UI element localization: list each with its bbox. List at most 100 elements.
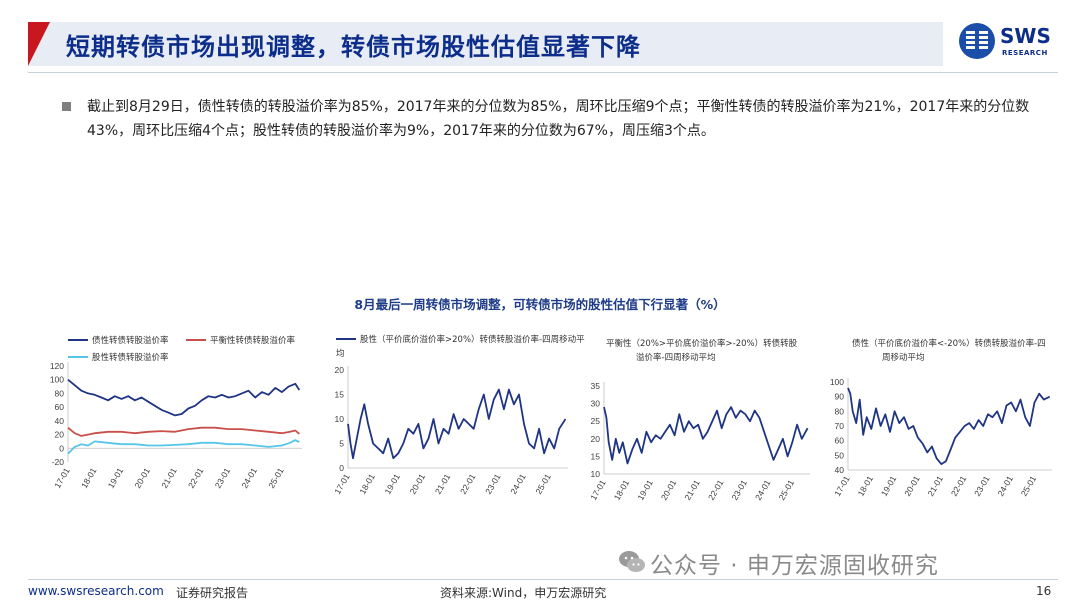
- series-line: [67, 439, 300, 455]
- x-tick-label: 21-01: [159, 466, 179, 490]
- watermark-text: 公众号 · 申万宏源固收研究: [650, 553, 939, 579]
- x-tick-label: 17-01: [832, 474, 852, 498]
- y-tick-label: 15: [335, 390, 345, 400]
- y-tick-label: 20: [591, 434, 601, 444]
- logo-subtext: RESEARCH: [1002, 49, 1048, 57]
- slide-header: 短期转债市场出现调整，转债市场股性估值显著下降 SWS RESEARCH: [0, 0, 1080, 78]
- legend-label: 平衡性（20%>平价底价溢价率>-20%）转债转股: [606, 338, 798, 349]
- x-tick-label: 21-01: [682, 478, 702, 502]
- y-tick-label: 0: [59, 443, 64, 453]
- x-tick-label: 22-01: [949, 474, 969, 498]
- x-tick-label: 21-01: [433, 472, 453, 496]
- y-tick-label: 5: [339, 439, 344, 449]
- y-tick-label: 90: [835, 392, 845, 402]
- chart-panel-debt: 40 50 60 70 80 90 100 17-01 18-01 19-01 20-01 21-01…: [822, 328, 1062, 508]
- x-tick-label: 24-01: [239, 466, 259, 490]
- y-tick-label: 70: [835, 421, 845, 431]
- x-tick-label: 18-01: [856, 474, 876, 498]
- y-tick-label: 20: [55, 430, 65, 440]
- legend-label-continued: 均: [336, 348, 345, 359]
- chart-svg: 10 15 20 25 30 35 17-01 18-01 19-01 20-01 21-01 22-…: [588, 338, 810, 502]
- y-tick-label: 120: [50, 361, 64, 371]
- x-tick-label: 23-01: [972, 474, 992, 498]
- x-tick-label: 25-01: [1019, 474, 1039, 498]
- x-tick-label: 22-01: [458, 472, 478, 496]
- x-tick-label: 24-01: [995, 474, 1015, 498]
- series-line: [67, 379, 301, 417]
- x-tick-label: 17-01: [52, 466, 72, 490]
- x-tick-label: 20-01: [408, 472, 428, 496]
- series-line: [603, 406, 809, 465]
- series-line: [67, 426, 300, 437]
- y-tick-label: 80: [835, 406, 845, 416]
- y-tick-label: 15: [591, 451, 601, 461]
- wechat-icon: [619, 551, 645, 572]
- chart-svg: 40 50 60 70 80 90 100 17-01 18-01 19-01 20-01 21-01…: [830, 338, 1052, 498]
- x-tick-label: 17-01: [332, 472, 352, 496]
- title-accent: [28, 22, 50, 66]
- logo-text: SWS: [1000, 24, 1051, 48]
- footer-report-label: 证券研究报告: [176, 586, 249, 600]
- y-tick-label: 100: [830, 377, 844, 387]
- legend-label-continued: 溢价率-四周移动平均: [636, 352, 716, 363]
- chart-panel-equity: 0 5 10 15 20 17-01 18-01 19-01 20-01 21-01 22-01 23…: [318, 328, 585, 508]
- y-tick-label: 30: [591, 399, 601, 409]
- x-tick-label: 22-01: [706, 478, 726, 502]
- legend-label: 股性转债转股溢价率: [92, 352, 169, 363]
- title-bar: [28, 22, 943, 66]
- y-tick-label: 10: [335, 414, 345, 424]
- legend-label: 债性转债转股溢价率: [92, 335, 169, 346]
- x-tick-label: 17-01: [588, 478, 608, 502]
- y-tick-label: 40: [55, 416, 65, 426]
- x-tick-label: 24-01: [753, 478, 773, 502]
- x-tick-label: 20-01: [902, 474, 922, 498]
- x-tick-label: 20-01: [659, 478, 679, 502]
- sws-logo-icon: [959, 23, 995, 59]
- x-tick-label: 19-01: [382, 472, 402, 496]
- sws-logo: SWS RESEARCH: [958, 22, 1058, 62]
- chart-svg: 0 5 10 15 20 17-01 18-01 19-01 20-01 21-01 22-01 23…: [332, 334, 585, 496]
- y-tick-label: 25: [591, 416, 601, 426]
- legend-label-continued: 周移动平均: [882, 352, 925, 363]
- x-tick-label: 18-01: [79, 466, 99, 490]
- x-tick-label: 19-01: [106, 466, 126, 490]
- y-tick-label: 60: [835, 436, 845, 446]
- legend-label: 股性（平价底价溢价率>20%）转债转股溢价率-四周移动平: [360, 334, 585, 345]
- chart-section-title: 8月最后一周转债市场调整，可转债市场的股性估值下行显著（%）: [354, 297, 726, 312]
- chart-panel-balanced: 10 15 20 25 30 35 17-01 18-01 19-01 20-01 21-01 22-…: [580, 328, 820, 508]
- x-tick-label: 23-01: [729, 478, 749, 502]
- summary-text: 截止到8月29日，债性转债的转股溢价率为85%，2017年来的分位数为85%，周…: [87, 99, 1030, 139]
- footer-divider: [28, 579, 1058, 580]
- y-tick-label: 20: [335, 365, 345, 375]
- page-number: 16: [1036, 584, 1052, 598]
- x-tick-label: 19-01: [879, 474, 899, 498]
- y-tick-label: 100: [50, 375, 64, 385]
- legend-label: 债性（平价底价溢价率<-20%）转债转股溢价率-四: [852, 338, 1046, 349]
- x-tick-label: 24-01: [508, 472, 528, 496]
- x-tick-label: 25-01: [777, 478, 797, 502]
- x-tick-label: 23-01: [483, 472, 503, 496]
- x-tick-label: 25-01: [266, 466, 286, 490]
- page-title: 短期转债市场出现调整，转债市场股性估值显著下降: [66, 33, 641, 61]
- legend-label: 平衡性转债转股溢价率: [210, 335, 296, 346]
- y-tick-label: 60: [55, 402, 65, 412]
- x-tick-label: 20-01: [132, 466, 152, 490]
- series-line: [347, 388, 567, 460]
- x-tick-label: 25-01: [533, 472, 553, 496]
- x-tick-label: 18-01: [612, 478, 632, 502]
- footer-url-link[interactable]: www.swsresearch.com: [28, 584, 164, 598]
- x-tick-label: 23-01: [213, 466, 233, 490]
- x-tick-label: 22-01: [186, 466, 206, 490]
- y-tick-label: 35: [591, 381, 601, 391]
- chart-panel-overall: -20 0 20 40 60 80 100 120 17-01 18-01 19-01 20-01 21…: [40, 328, 310, 508]
- bullet-square-icon: [62, 102, 71, 111]
- chart-svg: -20 0 20 40 60 80 100 120 17-01 18-01 19-01 20-01 21…: [50, 335, 302, 490]
- y-tick-label: -20: [52, 457, 65, 467]
- y-tick-label: 80: [55, 388, 65, 398]
- footer-source: 资料来源:Wind，申万宏源研究: [440, 586, 607, 600]
- y-tick-label: 0: [339, 463, 344, 473]
- y-tick-label: 40: [835, 465, 845, 475]
- y-tick-label: 50: [835, 450, 845, 460]
- series-line: [847, 387, 1051, 466]
- y-tick-label: 10: [591, 469, 601, 479]
